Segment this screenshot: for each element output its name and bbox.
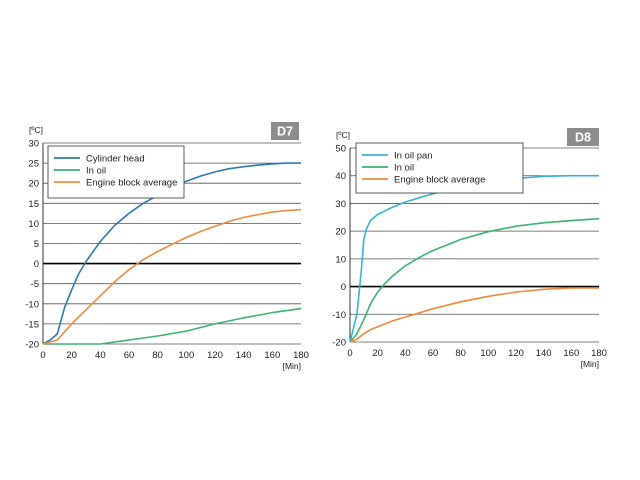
y-axis-label: [ºC] bbox=[336, 130, 350, 140]
y-tick-label: -10 bbox=[25, 299, 39, 310]
y-tick-label: 20 bbox=[28, 179, 39, 190]
legend-entry: Engine block average bbox=[394, 175, 485, 186]
chart-badge-label: D8 bbox=[575, 131, 591, 145]
y-tick-label: 20 bbox=[335, 227, 346, 238]
y-axis-label: [ºC] bbox=[29, 125, 43, 135]
x-tick-label: 120 bbox=[207, 350, 223, 361]
x-tick-label: 180 bbox=[591, 348, 607, 359]
y-tick-label: 0 bbox=[341, 282, 346, 293]
y-tick-label: 30 bbox=[28, 139, 39, 150]
legend-entry: Cylinder head bbox=[86, 154, 145, 165]
chart-badge bbox=[271, 122, 299, 140]
y-tick-label: -10 bbox=[332, 310, 346, 321]
y-tick-label: -20 bbox=[25, 340, 39, 351]
series-line-1 bbox=[42, 162, 301, 345]
series-line-2 bbox=[349, 217, 600, 343]
x-tick-label: 0 bbox=[347, 348, 352, 359]
y-tick-label: 15 bbox=[28, 199, 39, 210]
y-tick-label: 50 bbox=[335, 144, 346, 155]
x-tick-label: 140 bbox=[536, 348, 552, 359]
y-tick-label: 0 bbox=[34, 259, 39, 270]
x-tick-label: 100 bbox=[178, 350, 194, 361]
y-tick-label: -15 bbox=[25, 319, 39, 330]
series-line-3 bbox=[349, 287, 599, 343]
x-tick-label: 120 bbox=[508, 348, 524, 359]
series-line-2 bbox=[43, 307, 302, 345]
y-tick-label: 25 bbox=[28, 159, 39, 170]
chart-badge-label: D7 bbox=[277, 125, 293, 139]
chart-badge bbox=[567, 128, 599, 146]
x-tick-label: 20 bbox=[66, 350, 77, 361]
x-tick-label: 80 bbox=[152, 350, 163, 361]
x-axis-label: [Min] bbox=[283, 361, 301, 371]
x-tick-label: 160 bbox=[563, 348, 579, 359]
y-tick-label: -5 bbox=[31, 279, 39, 290]
x-tick-label: 40 bbox=[95, 350, 106, 361]
x-tick-label: 0 bbox=[40, 350, 45, 361]
x-tick-label: 40 bbox=[400, 348, 411, 359]
x-tick-label: 60 bbox=[428, 348, 439, 359]
x-axis-label: [Min] bbox=[581, 359, 599, 369]
x-tick-label: 100 bbox=[480, 348, 496, 359]
x-tick-label: 140 bbox=[236, 350, 252, 361]
legend-box bbox=[355, 142, 524, 194]
y-tick-label: 10 bbox=[335, 254, 346, 265]
legend-box bbox=[47, 145, 185, 199]
y-tick-label: 10 bbox=[28, 219, 39, 230]
legend-entry: In oil pan bbox=[394, 151, 433, 162]
series-line-1 bbox=[349, 174, 599, 343]
legend-entry: In oil bbox=[394, 163, 414, 174]
x-tick-label: 180 bbox=[293, 350, 309, 361]
y-tick-label: 40 bbox=[335, 171, 346, 182]
x-tick-label: 160 bbox=[264, 350, 280, 361]
y-tick-label: -20 bbox=[332, 338, 346, 349]
x-tick-label: 80 bbox=[455, 348, 466, 359]
x-tick-label: 20 bbox=[372, 348, 383, 359]
legend-entry: In oil bbox=[86, 166, 106, 177]
chart-d7: -20 -15 -10 -5 0 5 10 15 20 25 30 0 20 40 60 80 100 120 14… bbox=[25, 122, 309, 371]
series-line-3 bbox=[42, 208, 302, 345]
y-tick-label: 30 bbox=[335, 199, 346, 210]
legend-entry: Engine block average bbox=[86, 178, 177, 189]
x-tick-label: 60 bbox=[124, 350, 135, 361]
chart-d8: -20 -10 0 10 20 30 40 50 0 20 40 60 80 100 120 140 160 18… bbox=[332, 128, 607, 369]
y-tick-label: 5 bbox=[34, 239, 39, 250]
